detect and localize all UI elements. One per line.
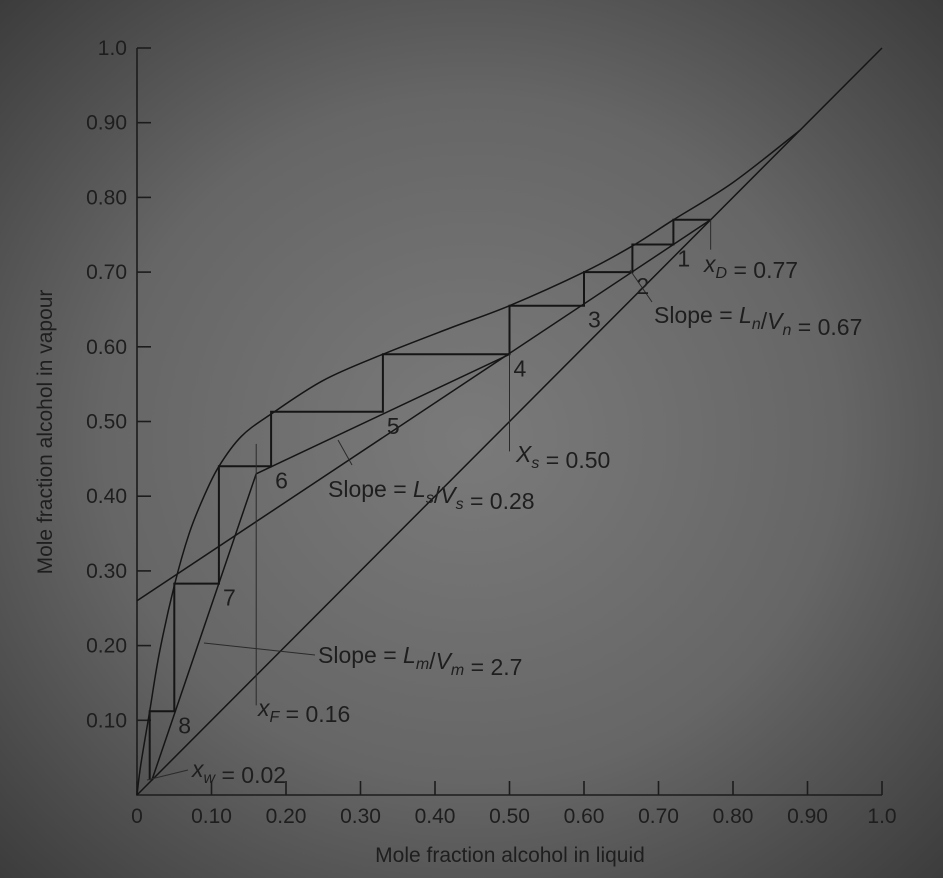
x-tick-label: 0.20 xyxy=(266,805,307,828)
x-axis-title: Mole fraction alcohol in liquid xyxy=(375,844,645,867)
y-axis-title: Mole fraction alcohol in vapour xyxy=(34,290,57,575)
annotation-xs: Xs = 0.50 xyxy=(515,441,610,473)
x-tick-label: 0 xyxy=(131,805,143,828)
annotation-slope-m: Slope = Lm/Vm = 2.7 xyxy=(318,642,522,680)
x-tick-label: 0.40 xyxy=(415,805,456,828)
annotation-xw: xw = 0.02 xyxy=(191,756,286,788)
x-tick-label: 0.10 xyxy=(191,805,232,828)
stage-label-4: 4 xyxy=(514,355,527,381)
x-tick-label: 0.30 xyxy=(340,805,381,828)
stage-label-1: 1 xyxy=(677,245,690,271)
axes: 0 0.10 0.20 0.30 0.40 0.50 0.60 0.70 0.80 0.90 1.0… xyxy=(86,37,896,828)
leader-line xyxy=(146,769,189,781)
annotation-slope-n: Slope = Ln/Vn = 0.67 xyxy=(654,302,862,340)
x-tick-label: 0.80 xyxy=(713,805,754,828)
y-tick-label: 0.20 xyxy=(86,635,127,658)
stage-staircase xyxy=(148,218,711,781)
y-tick-label: 0.40 xyxy=(86,485,127,508)
x-tick-label: 1.0 xyxy=(867,805,896,828)
annotation-slope-s: Slope = Ls/Vs = 0.28 xyxy=(328,476,535,514)
x-tick-label: 0.70 xyxy=(638,805,679,828)
y-tick-label: 0.50 xyxy=(86,411,127,434)
y-tick-label: 0.30 xyxy=(86,560,127,583)
y-tick-label: 0.70 xyxy=(86,261,127,284)
chart-marks xyxy=(136,47,883,796)
y-tick-label: 0.60 xyxy=(86,336,127,359)
stage-label-5: 5 xyxy=(387,413,400,439)
stage-label-8: 8 xyxy=(178,712,191,738)
leader-line xyxy=(203,642,316,656)
x-tick-label: 0.90 xyxy=(787,805,828,828)
y-tick-label: 1.0 xyxy=(98,37,127,60)
leader-line xyxy=(337,439,353,466)
x-tick-label: 0.50 xyxy=(489,805,530,828)
stage-label-2: 2 xyxy=(636,273,649,299)
operating-line xyxy=(255,353,510,475)
operating-line xyxy=(136,219,712,602)
stage-label-3: 3 xyxy=(588,307,601,333)
annotation-xD: xD = 0.77 xyxy=(703,251,798,283)
annotations: 1 2 3 4 5 6 7 8 xD = 0.77 Slope = Ln/Vn = 0.67 Xs … xyxy=(178,245,862,788)
operating-line xyxy=(151,473,257,781)
stage-label-7: 7 xyxy=(223,585,236,611)
leader-line xyxy=(629,269,653,303)
stage-label-6: 6 xyxy=(275,467,288,493)
y-tick-label: 0.80 xyxy=(86,186,127,209)
y-tick-label: 0.10 xyxy=(86,709,127,732)
x-tick-label: 0.60 xyxy=(564,805,605,828)
annotation-xF: xF = 0.16 xyxy=(257,695,350,727)
y-tick-label: 0.90 xyxy=(86,112,127,135)
